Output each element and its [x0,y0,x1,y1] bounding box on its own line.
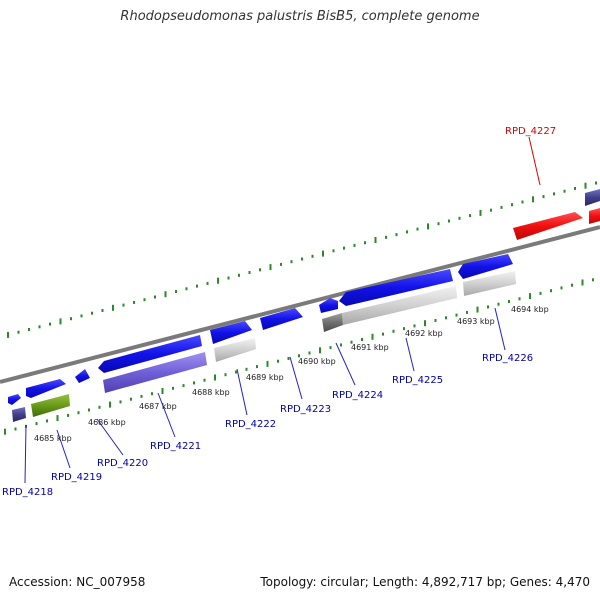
genome-backbone [0,225,600,384]
scale-label: 4690 kbp [298,357,336,366]
scale-label: 4693 kbp [457,317,495,326]
gene-leader-lines [24,136,541,484]
genome-title: Rhodopseudomonas palustris BisB5, comple… [120,9,480,24]
gene-arrow-highlight [589,208,600,224]
gene-arrow-highlight [513,212,583,240]
scale-label: 4694 kbp [511,305,549,314]
scale-label: 4688 kbp [192,388,230,397]
scale-label: 4691 kbp [351,343,389,352]
gene-block [103,352,207,393]
scale-label: 4686 kbp [88,418,126,427]
tick-rows [4,181,597,435]
genome-summary-text: Topology: circular; Length: 4,892,717 bp… [260,575,590,589]
gene-arrow [75,369,90,383]
gene-block [322,313,343,332]
gene-block [463,271,516,296]
gene-arrow [210,321,252,344]
accession-text: Accession: NC_007958 [9,575,146,589]
gene-label: RPD_4223 [280,404,331,415]
gene-arrow [98,335,202,373]
gene-label: RPD_4218 [2,487,53,498]
gene-block [342,286,457,325]
gene-arrow [458,254,513,279]
gene-block [214,338,256,362]
gene-label: RPD_4222 [225,419,276,430]
gene-arrow [339,269,453,306]
gene-label: RPD_4219 [51,472,102,483]
gene-arrow [319,298,338,313]
gene-label-highlight: RPD_4227 [505,126,556,137]
gene-arrow [26,379,66,398]
gene-label: RPD_4221 [150,441,201,452]
gene-features [8,189,600,422]
gene-label: RPD_4225 [392,375,443,386]
scale-label: 4692 kbp [405,329,443,338]
gene-block [12,407,26,422]
gene-block [585,189,600,206]
scale-label: 4685 kbp [34,434,72,443]
gene-arrow [260,308,303,330]
gene-label: RPD_4226 [482,353,533,364]
scale-label: 4689 kbp [246,373,284,382]
gene-label: RPD_4220 [97,458,148,469]
gene-arrow [8,394,21,405]
gene-block [31,394,70,417]
scale-label: 4687 kbp [139,402,177,411]
gene-label: RPD_4224 [332,390,383,401]
